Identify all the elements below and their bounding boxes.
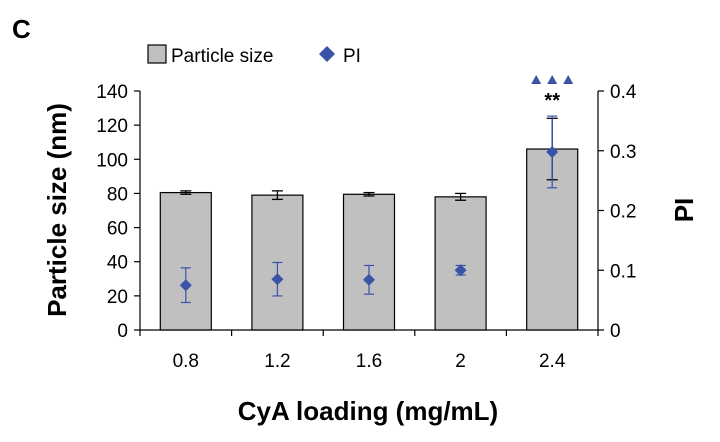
pi-marker (179, 279, 192, 292)
left-tick-label: 0 (117, 321, 128, 342)
x-axis-ticks: 0.8 1.2 1.6 2 2.4 (139, 330, 599, 372)
legend: Particle size PI (147, 44, 361, 67)
x-tick-label: 2 (455, 351, 466, 372)
bar (159, 191, 212, 331)
significance-annotation: ** (531, 75, 574, 112)
right-axis-ticks: 0 0.1 0.2 0.3 0.4 (598, 82, 637, 342)
x-tick-label: 2.4 (539, 351, 566, 372)
x-tick-label: 1.2 (264, 351, 290, 372)
pi-marker (271, 273, 284, 286)
bar (342, 193, 396, 331)
panel-label: C (12, 14, 31, 44)
pi-marker (454, 264, 467, 277)
pi-series (179, 115, 559, 304)
right-tick-label: 0.2 (610, 202, 636, 223)
triangle-marker (563, 75, 574, 84)
right-tick-label: 0.1 (610, 261, 636, 282)
bar (434, 196, 487, 331)
significance-triangles-icon (531, 75, 574, 84)
bar-series (159, 117, 579, 331)
triangle-marker (547, 75, 558, 84)
legend-bar-label: Particle size (171, 46, 273, 67)
left-tick-label: 100 (96, 150, 128, 171)
y2-axis-title: PI (669, 198, 699, 223)
pi-marker (363, 273, 375, 286)
left-tick-label: 20 (107, 287, 128, 308)
left-tick-label: 60 (107, 219, 128, 240)
x-axis-title: CyA loading (mg/mL) (238, 396, 498, 426)
left-tick-label: 120 (96, 116, 128, 137)
left-tick-label: 40 (107, 253, 128, 274)
legend-marker-label: PI (343, 46, 361, 67)
left-tick-label: 80 (107, 184, 128, 205)
right-tick-label: 0.3 (610, 142, 636, 163)
significance-stars: ** (544, 90, 560, 112)
left-axis-ticks: 0 20 40 60 80 100 120 140 (96, 82, 140, 342)
right-tick-label: 0.4 (610, 82, 637, 103)
y-axis-title: Particle size (nm) (42, 103, 72, 317)
left-tick-label: 140 (96, 82, 128, 103)
legend-bar-swatch (147, 44, 167, 64)
right-tick-label: 0 (610, 321, 621, 342)
x-tick-label: 0.8 (173, 351, 199, 372)
legend-diamond-icon (319, 46, 335, 62)
triangle-marker (531, 75, 542, 84)
pi-marker (546, 145, 559, 158)
x-tick-label: 1.6 (356, 351, 382, 372)
